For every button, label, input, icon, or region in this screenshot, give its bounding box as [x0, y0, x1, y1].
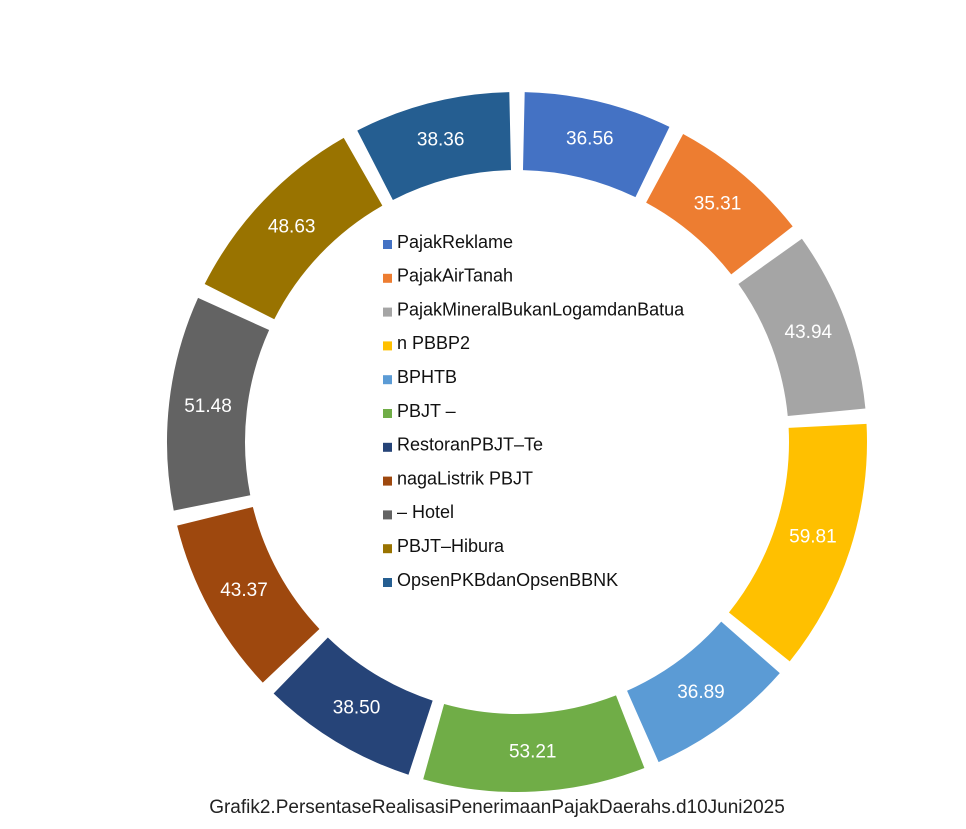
donut-segment [728, 423, 867, 662]
chart-title: Grafik2.PersentaseRealisasiPenerimaanPaj… [209, 797, 785, 818]
donut-segment [273, 637, 433, 775]
legend-label: BPHTB [397, 367, 457, 387]
value-label: 36.56 [566, 129, 614, 150]
value-label: 53.21 [509, 742, 557, 763]
legend-label: – Hotel [397, 502, 454, 522]
legend-swatch [383, 375, 392, 385]
value-label: 59.81 [789, 527, 837, 548]
legend-label: nagaListrik PBJT [397, 468, 533, 488]
donut-segment [627, 621, 780, 763]
donut-segment [357, 92, 512, 200]
donut-segment [522, 92, 670, 198]
value-label: 35.31 [694, 193, 742, 214]
legend-label: PajakReklame [397, 232, 513, 252]
legend-label: PBJT – [397, 401, 456, 421]
donut-segment [166, 297, 270, 511]
legend-swatch [383, 409, 392, 418]
value-label: 43.37 [220, 580, 268, 601]
legend-swatch [383, 307, 392, 317]
legend-swatch [383, 510, 392, 520]
value-label: 48.63 [268, 217, 316, 238]
legend-swatch [383, 341, 392, 351]
value-label: 43.94 [785, 322, 833, 343]
legend-label: OpsenPKBdanOpsenBBNK [397, 570, 618, 590]
legend-label: PajakMineralBukanLogamdanBatua [397, 299, 685, 319]
legend-label: PajakAirTanah [397, 266, 513, 286]
donut-segment [738, 238, 866, 416]
donut-segment [423, 695, 645, 792]
legend-label: RestoranPBJT–Te [397, 435, 543, 455]
legend-swatch [383, 240, 392, 249]
legend-swatch [383, 578, 392, 587]
legend-swatch [383, 544, 392, 554]
donut-segment [177, 506, 320, 683]
legend-label: PBJT–Hibura [397, 536, 505, 556]
donut-segment [204, 137, 383, 320]
value-label: 38.50 [333, 697, 381, 718]
legend-swatch [383, 476, 392, 486]
value-label: 38.36 [417, 130, 465, 151]
value-label: 36.89 [677, 682, 725, 703]
value-label: 51.48 [184, 396, 232, 417]
legend-swatch [383, 442, 392, 452]
legend-swatch [383, 273, 392, 283]
donut-segment [646, 133, 793, 275]
legend-label: n PBBP2 [397, 333, 470, 353]
